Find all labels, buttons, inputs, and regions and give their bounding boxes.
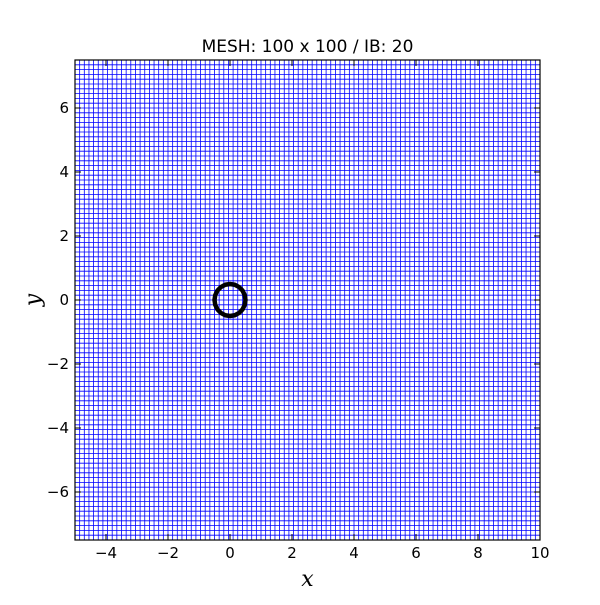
plot-area: −4 −2 0 2 4 6 8 10 −6 −4 −2 0 2 4 6 [47, 59, 550, 562]
x-tick-label: −2 [157, 544, 179, 562]
x-tick-label: 8 [473, 544, 483, 562]
y-tick-label: −6 [47, 483, 69, 501]
x-tick-label: 10 [530, 544, 549, 562]
ib-point [233, 283, 237, 287]
y-axis-label: y [21, 293, 46, 307]
ib-point [219, 311, 223, 315]
ib-point [243, 303, 247, 307]
ib-point [215, 288, 220, 293]
ib-point [243, 298, 248, 302]
y-tick-label: −4 [47, 419, 69, 437]
ib-point [233, 313, 237, 317]
mesh-grid [74, 59, 541, 541]
x-axis-ticks: −4 −2 0 2 4 6 8 10 [95, 60, 550, 562]
immersed-boundary [212, 281, 248, 319]
ib-point [243, 293, 247, 297]
ib-point [215, 307, 220, 312]
ib-point [223, 313, 227, 317]
y-tick-label: 0 [59, 291, 69, 309]
ib-point [223, 283, 227, 287]
y-tick-label: 2 [59, 227, 69, 245]
y-tick-label: 4 [59, 163, 69, 181]
x-tick-label: −4 [95, 544, 117, 562]
chart-title: MESH: 100 x 100 / IB: 20 [202, 37, 414, 57]
y-tick-label: 6 [59, 99, 69, 117]
x-tick-label: 2 [287, 544, 297, 562]
ib-point [212, 298, 217, 302]
x-axis-label: x [301, 567, 314, 592]
ib-point [228, 314, 232, 318]
ib-point [237, 285, 241, 289]
ib-point [240, 307, 245, 312]
ib-point [237, 311, 241, 315]
ib-point [240, 288, 245, 293]
ib-point [213, 303, 217, 307]
ib-point [219, 285, 223, 289]
x-tick-label: 0 [225, 544, 235, 562]
x-tick-label: 6 [411, 544, 421, 562]
ib-point [228, 282, 232, 286]
ib-point [213, 293, 217, 297]
x-tick-label: 4 [349, 544, 359, 562]
y-axis-ticks: −6 −4 −2 0 2 4 6 [47, 99, 540, 501]
y-tick-label: −2 [47, 355, 69, 373]
